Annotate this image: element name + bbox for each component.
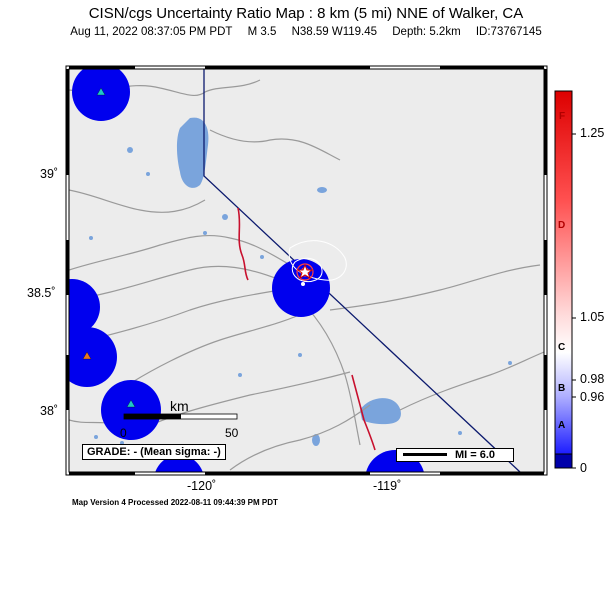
grade-c: C bbox=[558, 342, 566, 353]
faults bbox=[237, 207, 376, 451]
lon-label-120: -120˚ bbox=[187, 479, 217, 493]
uncertainty-blobs bbox=[69, 69, 424, 472]
map-title: CISN/cgs Uncertainty Ratio Map : 8 km (5… bbox=[88, 5, 524, 22]
colorbar bbox=[554, 90, 576, 469]
ponds bbox=[89, 147, 512, 445]
mi-legend: MI = 6.0 bbox=[396, 448, 514, 462]
map-version-footer: Map Version 4 Processed 2022-08-11 09:44… bbox=[72, 498, 278, 507]
lat-label-39: 39˚ bbox=[40, 167, 59, 181]
colorbar-tick-0-96: 0.96 bbox=[580, 390, 605, 404]
lat-label-38-5: 38.5˚ bbox=[27, 286, 56, 300]
scale-start: 0 bbox=[120, 426, 127, 440]
event-datetime: Aug 11, 2022 08:37:05 PM PDT bbox=[70, 26, 233, 38]
colorbar-tick-0: 0 bbox=[580, 461, 587, 475]
grade-a: A bbox=[558, 420, 566, 431]
grade-box: GRADE: - (Mean sigma: -) bbox=[82, 444, 226, 460]
lake-small-1 bbox=[360, 398, 401, 425]
event-subtitle: Aug 11, 2022 08:37:05 PM PDT M 3.5 N38.5… bbox=[0, 26, 612, 38]
scale-end: 50 bbox=[225, 426, 239, 440]
epicenter-star-icon bbox=[296, 263, 314, 280]
map-area[interactable] bbox=[44, 63, 544, 510]
station-triangle-icon bbox=[82, 87, 136, 408]
mi-legend-label: MI = 6.0 bbox=[455, 449, 496, 461]
city-marker bbox=[301, 282, 305, 286]
event-location: N38.59 W119.45 bbox=[291, 26, 378, 38]
grade-f: F bbox=[559, 111, 566, 122]
map-frame bbox=[65, 65, 548, 476]
state-border bbox=[203, 69, 521, 472]
lake-small-3 bbox=[312, 434, 320, 446]
mi-legend-line bbox=[403, 452, 447, 456]
grade-b: B bbox=[558, 383, 566, 394]
lat-label-38: 38˚ bbox=[40, 404, 59, 418]
event-depth: Depth: 5.2km bbox=[392, 26, 461, 38]
event-magnitude: M 3.5 bbox=[247, 26, 277, 38]
colorbar-tick-1-25: 1.25 bbox=[580, 126, 605, 140]
scale-bar bbox=[123, 413, 238, 420]
scale-unit: km bbox=[170, 398, 189, 414]
lon-label-119: -119˚ bbox=[373, 479, 402, 493]
colorbar-tick-0-98: 0.98 bbox=[580, 372, 605, 386]
colorbar-tick-1-05: 1.05 bbox=[580, 310, 605, 324]
lake-small-2 bbox=[317, 187, 327, 193]
event-id: ID:73767145 bbox=[475, 26, 542, 38]
lake-tahoe bbox=[176, 117, 209, 188]
grade-d: D bbox=[558, 220, 566, 231]
